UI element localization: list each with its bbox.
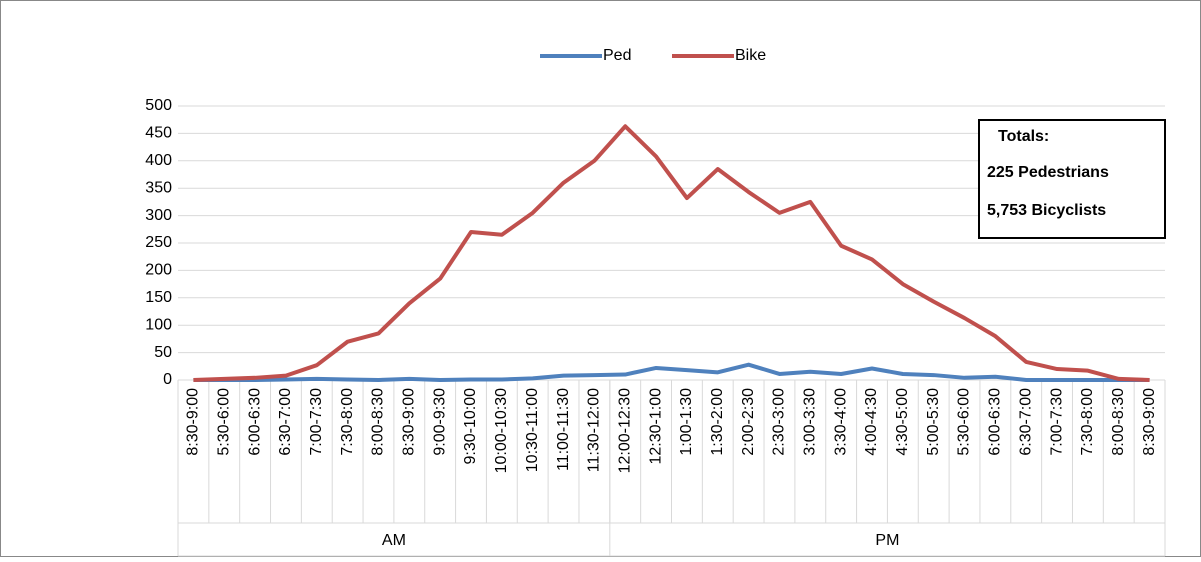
x-tick-label: 3:30-4:00 bbox=[832, 388, 849, 456]
x-tick-label: 7:30-8:00 bbox=[1079, 388, 1096, 456]
x-tick-label: 8:30-9:00 bbox=[185, 388, 202, 456]
x-tick-label: 11:00-11:30 bbox=[555, 388, 572, 471]
x-tick-label: 10:30-11:00 bbox=[524, 388, 541, 472]
x-tick-label: 8:30-9:00 bbox=[1141, 388, 1158, 456]
y-tick-label: 100 bbox=[145, 316, 172, 333]
x-tick-label: 8:30-9:00 bbox=[401, 388, 418, 456]
totals-text: Totals: bbox=[998, 128, 1049, 145]
y-tick-label: 450 bbox=[145, 125, 172, 142]
y-tick-label: 250 bbox=[145, 234, 172, 251]
x-tick-label: 6:30-7:00 bbox=[1017, 388, 1034, 456]
x-tick-label: 2:30-3:00 bbox=[771, 388, 788, 456]
series-line bbox=[193, 362, 1150, 382]
y-tick-label: 300 bbox=[145, 207, 172, 224]
totals-box bbox=[978, 119, 1166, 239]
y-tick-label: 150 bbox=[145, 289, 172, 306]
x-tick-label: 6:30-7:00 bbox=[277, 388, 294, 456]
group-label: PM bbox=[875, 532, 899, 549]
x-tick-label: 2:00-2:30 bbox=[740, 388, 757, 456]
x-tick-label: 10:00-10:30 bbox=[493, 388, 510, 474]
totals-text: 225 Pedestrians bbox=[987, 164, 1109, 181]
x-tick-label: 5:30-6:00 bbox=[215, 388, 232, 456]
x-tick-label: 12:30-1:00 bbox=[647, 388, 664, 465]
y-tick-label: 400 bbox=[145, 152, 172, 169]
y-tick-label: 200 bbox=[145, 262, 172, 279]
x-tick-label: 12:00-12:30 bbox=[616, 388, 633, 474]
x-tick-label: 7:00-7:30 bbox=[308, 388, 325, 456]
x-tick-label: 5:00-5:30 bbox=[925, 388, 942, 456]
x-tick-label: 7:30-8:00 bbox=[339, 388, 356, 456]
y-tick-label: 50 bbox=[154, 344, 172, 361]
x-tick-label: 11:30-12:00 bbox=[586, 388, 603, 472]
x-tick-label: 3:00-3:30 bbox=[802, 388, 819, 456]
x-tick-label: 4:00-4:30 bbox=[863, 388, 880, 456]
x-tick-label: 8:00-8:30 bbox=[1110, 388, 1127, 456]
x-tick-label: 4:30-5:00 bbox=[894, 388, 911, 456]
series-line bbox=[193, 124, 1150, 382]
x-tick-label: 1:30-2:00 bbox=[709, 388, 726, 456]
y-tick-label: 350 bbox=[145, 179, 172, 196]
x-tick-label: 9:00-9:30 bbox=[431, 388, 448, 456]
group-label: AM bbox=[382, 532, 406, 549]
x-tick-label: 6:00-6:30 bbox=[987, 388, 1004, 456]
x-tick-label: 8:00-8:30 bbox=[370, 388, 387, 456]
x-tick-label: 1:00-1:30 bbox=[678, 388, 695, 456]
x-tick-label: 6:00-6:30 bbox=[246, 388, 263, 456]
x-tick-label: 9:30-10:00 bbox=[462, 388, 479, 465]
x-tick-label: 7:00-7:30 bbox=[1048, 388, 1065, 456]
y-tick-label: 0 bbox=[163, 371, 172, 388]
y-tick-label: 500 bbox=[145, 97, 172, 114]
totals-text: 5,753 Bicyclists bbox=[987, 202, 1106, 219]
legend-label: Ped bbox=[603, 47, 631, 64]
x-tick-label: 5:30-6:00 bbox=[956, 388, 973, 456]
legend-label: Bike bbox=[735, 47, 766, 64]
